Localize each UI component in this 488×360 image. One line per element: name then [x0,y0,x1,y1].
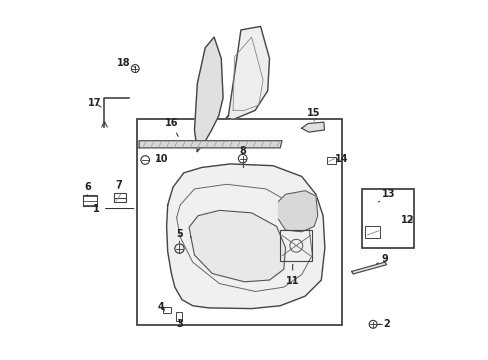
Text: 8: 8 [239,146,245,156]
Text: 3: 3 [176,319,183,329]
Polygon shape [278,191,317,232]
Text: 11: 11 [285,264,299,286]
Text: 13: 13 [378,189,395,202]
Text: 15: 15 [307,108,320,121]
Text: 5: 5 [176,229,183,243]
Bar [326,157,335,164]
Text: 16: 16 [164,118,178,136]
Text: 4: 4 [157,302,164,312]
Polygon shape [166,164,324,309]
Polygon shape [225,26,269,119]
Text: 9: 9 [376,254,387,264]
Polygon shape [189,210,285,282]
Text: 6: 6 [84,182,90,196]
Bar [136,119,341,325]
Bar [163,307,171,313]
Text: 14: 14 [334,154,348,164]
Polygon shape [351,262,386,274]
Bar [365,226,380,238]
Bar [176,312,182,321]
Polygon shape [139,141,282,148]
Text: 1: 1 [93,203,134,213]
Text: 12: 12 [401,215,414,225]
Text: 7: 7 [115,180,122,190]
Bar [362,189,413,248]
Polygon shape [301,122,324,132]
Text: 18: 18 [117,58,135,68]
Text: 2: 2 [378,319,389,329]
Bar [280,230,312,261]
Text: 10: 10 [155,154,168,164]
Text: 17: 17 [88,98,102,108]
Polygon shape [194,37,223,152]
